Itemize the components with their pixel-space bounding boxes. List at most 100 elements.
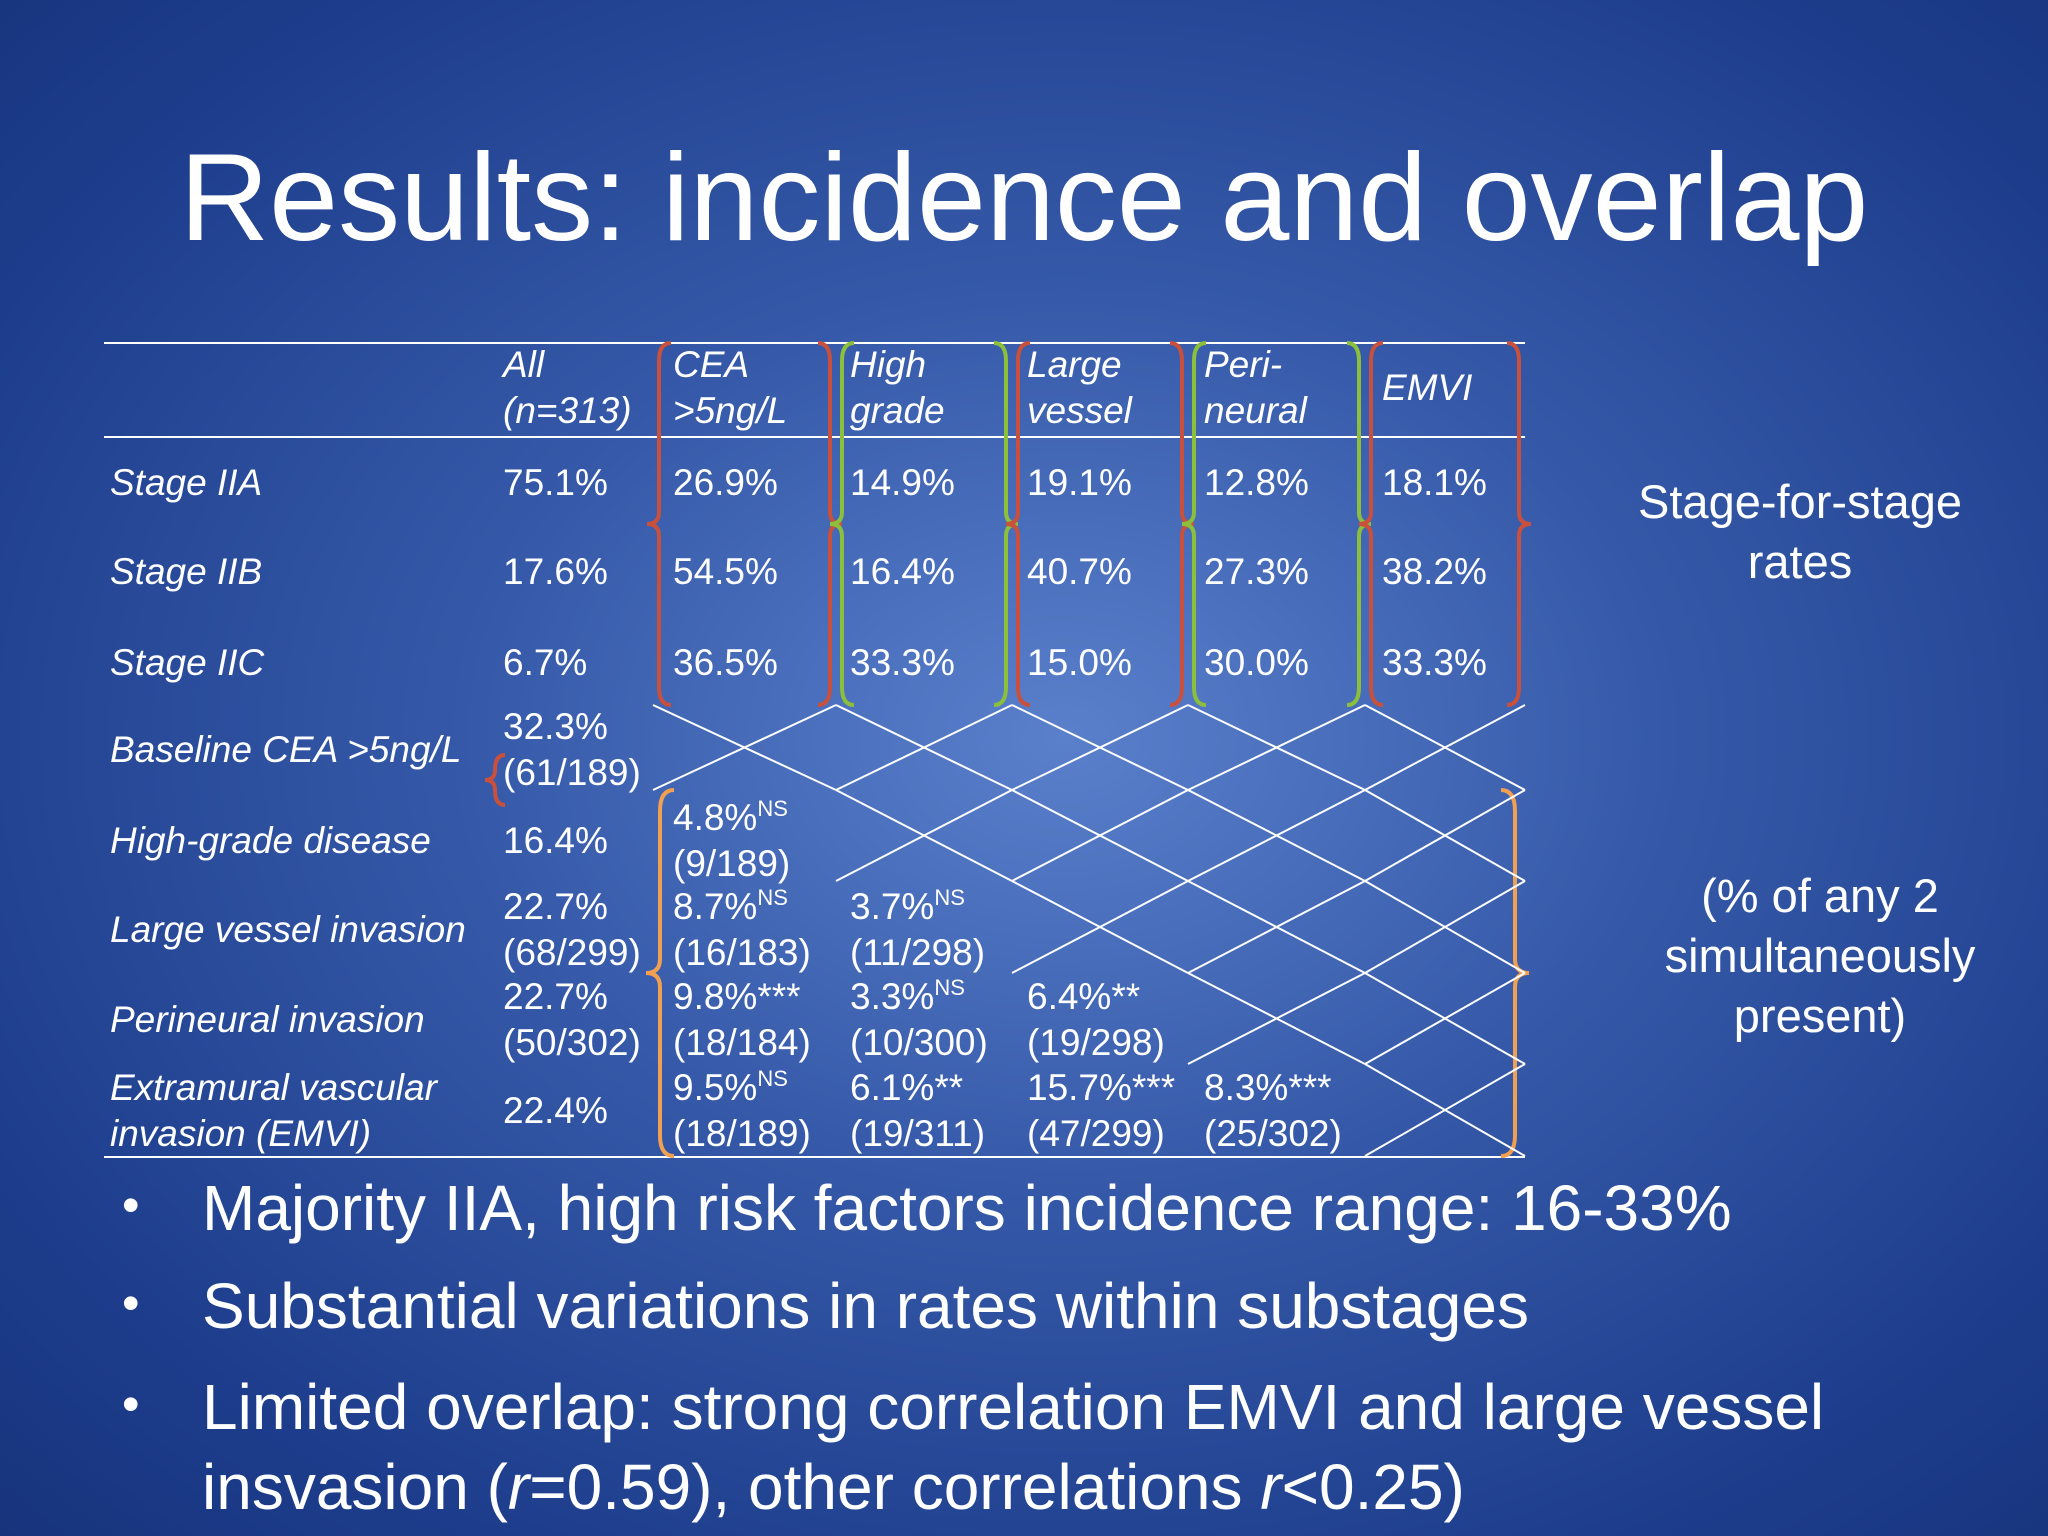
bullet-segment: =0.59), other correlations bbox=[529, 1451, 1261, 1523]
cell-value-line: 36.5% bbox=[673, 640, 778, 686]
cell-value-line: 15.0% bbox=[1027, 640, 1132, 686]
cell-value-line: 54.5% bbox=[673, 549, 778, 595]
table-cell: 17.6% bbox=[503, 549, 608, 595]
rule-line bbox=[1011, 880, 1189, 974]
bullet-segment: Majority IIA, high risk factors incidenc… bbox=[202, 1172, 1732, 1244]
table-cell: 38.2% bbox=[1382, 549, 1487, 595]
cell-value-line: 40.7% bbox=[1027, 549, 1132, 595]
rule-line bbox=[1364, 972, 1526, 1065]
cell-value-line: 19.1% bbox=[1027, 460, 1132, 506]
rule-line bbox=[1364, 704, 1526, 791]
column-header: High grade bbox=[850, 342, 945, 434]
table-cell: 12.8% bbox=[1204, 460, 1309, 506]
significance: NS bbox=[757, 796, 788, 821]
table-cell: 9.5%NS (18/189) bbox=[673, 1065, 811, 1157]
bullet-text: Majority IIA, high risk factors incidenc… bbox=[202, 1168, 1982, 1248]
cell-value-line: 16.4% bbox=[503, 818, 608, 864]
cell-count: (68/299) bbox=[503, 932, 641, 973]
table-cell: 22.7% (50/302) bbox=[503, 974, 641, 1066]
brace bbox=[829, 341, 855, 707]
rule-line bbox=[1364, 789, 1526, 882]
significance: NS bbox=[757, 885, 788, 910]
cell-value-line: 32.3% bbox=[503, 704, 641, 750]
column-header: Large vessel bbox=[1027, 342, 1132, 434]
cell-count: (19/298) bbox=[1027, 1022, 1165, 1063]
cell-value: 22.4% bbox=[503, 1090, 608, 1131]
header-line: High bbox=[850, 344, 927, 385]
cell-value: 22.7% bbox=[503, 976, 608, 1017]
cell-value-line: 4.8%NS bbox=[673, 795, 790, 841]
rule-line bbox=[1011, 789, 1189, 882]
label-line: Large vessel invasion bbox=[110, 909, 466, 950]
cell-value: 6.1%** bbox=[850, 1067, 964, 1108]
cell-value-line: 33.3% bbox=[850, 640, 955, 686]
row-label: Extramural vascular invasion (EMVI) bbox=[110, 1065, 437, 1157]
cell-value: 15.0% bbox=[1027, 642, 1132, 683]
cell-count: (18/184) bbox=[673, 1022, 811, 1063]
bullet-dot: • bbox=[122, 1376, 140, 1432]
cell-value-line: 22.7% bbox=[503, 884, 641, 930]
bullet-dot: • bbox=[122, 1177, 140, 1233]
brace bbox=[1005, 341, 1031, 707]
header-line: Large bbox=[1027, 344, 1122, 385]
cell-value-line: 22.7% bbox=[503, 974, 641, 1020]
rule-line bbox=[835, 704, 1013, 791]
table-cell: 6.1%** (19/311) bbox=[850, 1065, 985, 1157]
table-cell: 15.7%*** (47/299) bbox=[1027, 1065, 1175, 1157]
side-note: (% of any 2 simultaneously present) bbox=[1665, 866, 1976, 1046]
bullet-segment: r bbox=[1260, 1451, 1282, 1523]
table-cell: 4.8%NS (9/189) bbox=[673, 795, 790, 887]
cell-value-line: 9.5%NS bbox=[673, 1065, 811, 1111]
row-label: Perineural invasion bbox=[110, 997, 425, 1043]
header-line: neural bbox=[1204, 390, 1307, 431]
bullet-dot: • bbox=[122, 1275, 140, 1331]
cell-count: (19/311) bbox=[850, 1113, 986, 1154]
cell-count: (18/189) bbox=[673, 1113, 811, 1154]
table-cell: 16.4% bbox=[503, 818, 608, 864]
brace bbox=[1358, 341, 1384, 707]
table-cell: 3.7%NS (11/298) bbox=[850, 884, 985, 976]
column-header: Peri-neural bbox=[1204, 342, 1307, 434]
table-cell: 22.7% (68/299) bbox=[503, 884, 641, 976]
cell-value: 6.4%** bbox=[1027, 976, 1141, 1017]
row-label: Stage IIA bbox=[110, 460, 262, 506]
bullet-segment: <0.25) bbox=[1281, 1451, 1465, 1523]
cell-value-line: 6.1%** bbox=[850, 1065, 985, 1111]
cell-value: 75.1% bbox=[503, 462, 608, 503]
brace bbox=[1500, 788, 1530, 1158]
cell-value: 14.9% bbox=[850, 462, 955, 503]
side-note: Stage-for-stage rates bbox=[1638, 472, 1962, 592]
cell-value: 3.7% bbox=[850, 886, 935, 927]
brace bbox=[1169, 341, 1195, 707]
bullet-text: Limited overlap: strong correlation EMVI… bbox=[202, 1367, 1982, 1527]
cell-value-line: 17.6% bbox=[503, 549, 608, 595]
cell-count: (50/302) bbox=[503, 1022, 641, 1063]
cell-value: 16.4% bbox=[503, 820, 608, 861]
cell-count: (16/183) bbox=[673, 932, 811, 973]
cell-value-line: 26.9% bbox=[673, 460, 778, 506]
cell-count: (9/189) bbox=[673, 843, 791, 884]
table-cell: 6.7% bbox=[503, 640, 587, 686]
label-line: Perineural invasion bbox=[110, 999, 425, 1040]
cell-value: 33.3% bbox=[1382, 642, 1487, 683]
header-line: grade bbox=[850, 390, 945, 431]
header-line: (n=313) bbox=[503, 390, 632, 431]
table-cell: 40.7% bbox=[1027, 549, 1132, 595]
cell-value: 19.1% bbox=[1027, 462, 1132, 503]
table-cell: 15.0% bbox=[1027, 640, 1132, 686]
cell-value: 32.3% bbox=[503, 706, 608, 747]
cell-value: 12.8% bbox=[1204, 462, 1309, 503]
cell-value: 15.7%*** bbox=[1027, 1067, 1176, 1108]
brace bbox=[1506, 341, 1532, 707]
label-line: High-grade disease bbox=[110, 820, 431, 861]
row-label: Stage IIB bbox=[110, 549, 262, 595]
cell-value-line: 38.2% bbox=[1382, 549, 1487, 595]
cell-value: 8.3%*** bbox=[1204, 1067, 1332, 1108]
brace bbox=[993, 341, 1019, 707]
table-cell: 8.7%NS (16/183) bbox=[673, 884, 811, 976]
cell-value: 27.3% bbox=[1204, 551, 1309, 592]
rule-line bbox=[1187, 972, 1366, 1065]
cell-value-line: 22.4% bbox=[503, 1088, 608, 1134]
significance: NS bbox=[757, 1066, 788, 1091]
